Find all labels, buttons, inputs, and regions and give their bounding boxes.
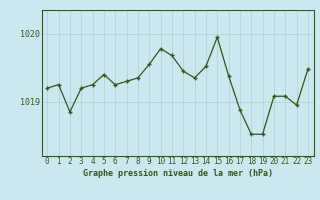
X-axis label: Graphe pression niveau de la mer (hPa): Graphe pression niveau de la mer (hPa) [83,169,273,178]
